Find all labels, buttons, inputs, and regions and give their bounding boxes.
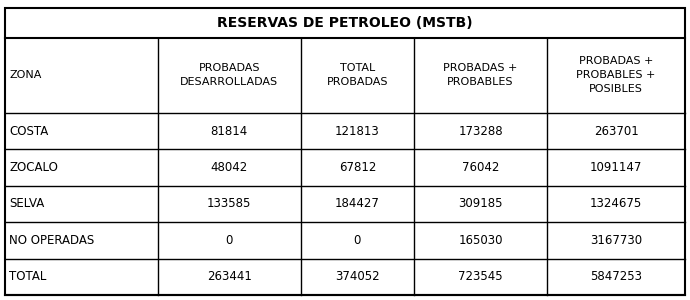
Text: 121813: 121813 [335, 125, 380, 138]
Text: 374052: 374052 [335, 270, 380, 283]
Text: 309185: 309185 [458, 197, 503, 211]
Text: ZONA: ZONA [9, 70, 41, 80]
Text: 1324675: 1324675 [590, 197, 642, 211]
Text: 0: 0 [354, 234, 361, 247]
Text: 165030: 165030 [458, 234, 503, 247]
Text: SELVA: SELVA [9, 197, 44, 211]
Text: 67812: 67812 [339, 161, 376, 174]
Text: 723545: 723545 [458, 270, 503, 283]
Text: 1091147: 1091147 [590, 161, 642, 174]
Text: PROBADAS
DESARROLLADAS: PROBADAS DESARROLLADAS [180, 64, 278, 88]
Text: 133585: 133585 [207, 197, 251, 211]
Text: 0: 0 [226, 234, 233, 247]
Text: 76042: 76042 [462, 161, 499, 174]
Text: 263441: 263441 [207, 270, 252, 283]
Text: PROBADAS +
PROBABLES +
POSIBLES: PROBADAS + PROBABLES + POSIBLES [576, 56, 656, 94]
Text: RESERVAS DE PETROLEO (MSTB): RESERVAS DE PETROLEO (MSTB) [217, 16, 473, 30]
Text: 81814: 81814 [210, 125, 248, 138]
Text: 184427: 184427 [335, 197, 380, 211]
Text: TOTAL
PROBADAS: TOTAL PROBADAS [326, 64, 388, 88]
Text: 5847253: 5847253 [590, 270, 642, 283]
Text: 263701: 263701 [593, 125, 638, 138]
Text: PROBADAS +
PROBABLES: PROBADAS + PROBABLES [443, 64, 518, 88]
Text: COSTA: COSTA [9, 125, 48, 138]
Text: NO OPERADAS: NO OPERADAS [9, 234, 95, 247]
Text: ZOCALO: ZOCALO [9, 161, 58, 174]
Text: 3167730: 3167730 [590, 234, 642, 247]
Text: TOTAL: TOTAL [9, 270, 46, 283]
Text: 48042: 48042 [210, 161, 248, 174]
Text: 173288: 173288 [458, 125, 503, 138]
